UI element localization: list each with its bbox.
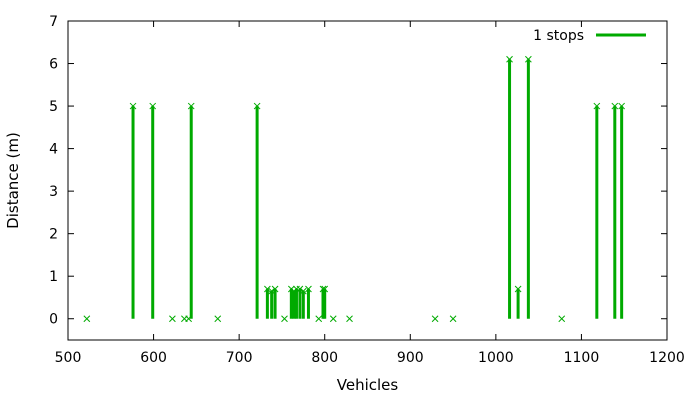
data-point <box>315 315 323 323</box>
legend: 1 stops <box>533 28 646 44</box>
x-tick-label: 800 <box>311 350 338 366</box>
y-tick-label: 0 <box>49 312 58 328</box>
data-point <box>83 315 91 323</box>
y-tick-label: 4 <box>49 142 58 158</box>
x-tick-label: 700 <box>226 350 253 366</box>
data-point <box>169 315 176 323</box>
y-tick-label: 7 <box>49 14 58 30</box>
x-tick-label: 600 <box>140 350 167 366</box>
y-tick-label: 2 <box>49 227 58 243</box>
plot-frame <box>67 20 668 341</box>
data-point <box>271 285 279 293</box>
data-point <box>321 285 329 293</box>
y-tick-labels: 0 1 2 3 4 5 6 7 <box>49 14 58 328</box>
data-point <box>593 102 601 110</box>
x-tick-label: 1100 <box>564 350 600 366</box>
data-point <box>149 102 157 110</box>
x-tick-label: 500 <box>55 350 82 366</box>
data-point <box>129 102 137 110</box>
data-point <box>329 315 337 323</box>
data-point <box>506 55 513 63</box>
data-point <box>305 285 312 293</box>
axis-ticks <box>67 20 668 340</box>
data-point <box>449 315 457 323</box>
data-point <box>214 315 222 323</box>
x-axis-label: Vehicles <box>337 376 399 394</box>
data-point <box>281 315 288 323</box>
y-axis-label: Distance (m) <box>4 132 22 229</box>
data-point <box>296 285 304 293</box>
data-point <box>299 287 307 295</box>
y-tick-label: 1 <box>49 269 58 285</box>
series-marks <box>83 55 626 323</box>
x-tick-label: 1000 <box>478 350 514 366</box>
data-point <box>264 285 271 293</box>
legend-entry-label: 1 stops <box>533 28 584 44</box>
data-point <box>618 102 626 110</box>
data-point <box>558 315 566 323</box>
y-tick-label: 5 <box>49 99 58 115</box>
data-point <box>514 285 522 293</box>
data-point <box>346 315 353 323</box>
y-tick-label: 3 <box>49 184 58 200</box>
data-point <box>611 102 619 110</box>
x-tick-label: 1200 <box>649 350 685 366</box>
data-point <box>253 102 261 110</box>
x-tick-label: 900 <box>397 350 424 366</box>
data-point <box>187 102 195 110</box>
data-point <box>431 315 439 323</box>
x-tick-labels: 500 600 700 800 900 1000 1100 1200 <box>55 350 685 366</box>
y-tick-label: 6 <box>49 57 58 73</box>
data-point <box>525 55 532 63</box>
